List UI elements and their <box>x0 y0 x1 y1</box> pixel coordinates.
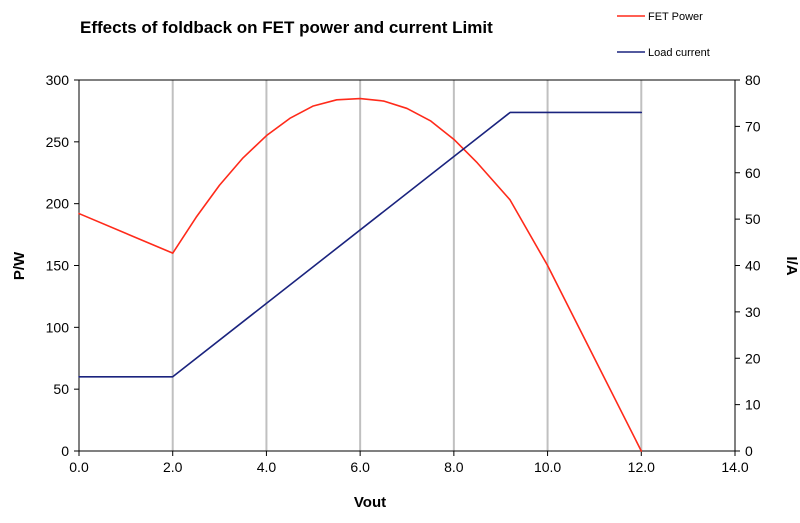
y-right-tick-label: 70 <box>745 118 761 134</box>
x-tick-label: 12.0 <box>628 459 655 475</box>
legend-label-fet-power: FET Power <box>648 11 703 23</box>
y-right-tick-label: 60 <box>745 165 761 181</box>
y-right-tick-label: 50 <box>745 211 761 227</box>
y-right-tick-label: 10 <box>745 397 761 413</box>
y-left-tick-label: 200 <box>46 196 70 212</box>
x-axis-label: Vout <box>354 494 386 511</box>
y-left-tick-label: 250 <box>46 134 70 150</box>
y-right-tick-label: 40 <box>745 258 761 274</box>
y-right-tick-label: 80 <box>745 72 761 88</box>
y-right-tick-label: 0 <box>745 443 753 459</box>
y-left-tick-label: 0 <box>61 443 69 459</box>
y-left-tick-label: 300 <box>46 72 70 88</box>
y-left-tick-label: 100 <box>46 319 70 335</box>
y-right-tick-label: 20 <box>745 350 761 366</box>
x-tick-label: 0.0 <box>69 459 89 475</box>
series-line-load-current <box>78 111 643 378</box>
grid <box>171 80 643 451</box>
chart-title: Effects of foldback on FET power and cur… <box>80 18 493 37</box>
x-tick-label: 6.0 <box>350 459 370 475</box>
series-line-fet-power <box>78 97 643 452</box>
x-tick-label: 14.0 <box>721 459 748 475</box>
series <box>78 97 643 452</box>
axis-ticks: 0.0 2.0 4.0 6.0 8.0 10.0 12.0 14.00501001502002… <box>46 72 761 475</box>
x-tick-label: 10.0 <box>534 459 561 475</box>
plot-area-frame <box>78 79 736 452</box>
y-left-tick-label: 150 <box>46 258 70 274</box>
y-left-tick-label: 50 <box>53 381 69 397</box>
legend: FET Power Load current <box>617 11 710 59</box>
x-tick-label: 8.0 <box>444 459 464 475</box>
x-tick-label: 4.0 <box>257 459 277 475</box>
x-tick-label: 2.0 <box>163 459 183 475</box>
y-right-tick-label: 30 <box>745 304 761 320</box>
legend-label-load-current: Load current <box>648 47 710 59</box>
y-right-axis-label: I/A <box>783 256 800 275</box>
y-left-axis-label: P/W <box>11 251 28 280</box>
